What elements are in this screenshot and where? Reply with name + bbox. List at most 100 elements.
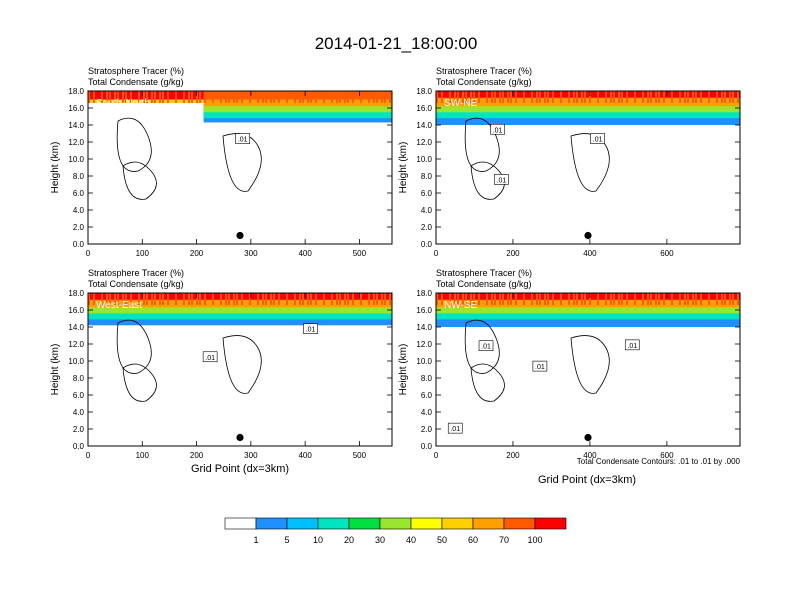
tracer-streak (376, 293, 378, 305)
y-tick-label: 10.0 (68, 155, 84, 164)
tracer-streak (626, 91, 628, 103)
tracer-streak (658, 293, 660, 305)
contour-line (122, 161, 157, 200)
tracer-streak (671, 293, 673, 305)
tracer-streak (310, 293, 312, 305)
tracer-streak (589, 91, 591, 103)
tracer-streak (573, 293, 575, 305)
tracer-streak (708, 91, 710, 103)
tracer-streak (650, 293, 652, 305)
colorbar-swatch (379, 517, 412, 530)
tracer-streak (117, 293, 119, 305)
tracer-streak (273, 91, 275, 103)
contour-label-box (490, 123, 505, 135)
plot-frame (87, 90, 393, 245)
contour-label-box (532, 360, 548, 372)
tracer-streak (175, 293, 177, 305)
plot-area: .01 .01 (88, 293, 392, 402)
tracer-streak (499, 91, 501, 103)
tracer-streak (510, 293, 512, 305)
tracer-streak (101, 91, 103, 103)
tracer-streak (368, 293, 370, 305)
tracer-streak (233, 91, 235, 103)
x-tick-label: 300 (244, 249, 258, 258)
tracer-streak (307, 91, 309, 103)
contour-line (470, 161, 505, 200)
location-marker (236, 433, 244, 442)
tracer-streak (663, 293, 665, 305)
tracer-streak (196, 293, 198, 305)
y-tick-label: 14.0 (68, 121, 84, 130)
y-tick-label: 0.0 (421, 442, 433, 451)
tracer-streak (204, 91, 206, 103)
tracer-streak (262, 91, 264, 103)
tracer-streak (695, 293, 697, 305)
tracer-streak (597, 293, 599, 305)
tracer-streak (199, 293, 201, 305)
tracer-streak (93, 91, 95, 103)
plot-frame (435, 292, 741, 447)
panel-header-condensate: Total Condensate (g/kg) (88, 279, 184, 289)
tracer-streak (610, 293, 612, 305)
colorbar-swatch (410, 517, 443, 530)
tracer-streak (581, 293, 583, 305)
tracer-streak (310, 91, 312, 103)
tracer-streak (294, 293, 296, 305)
tracer-streak (724, 293, 726, 305)
tracer-streak (167, 293, 169, 305)
tracer-streak (188, 91, 190, 103)
tracer-streak (732, 293, 734, 305)
tracer-streak (286, 293, 288, 305)
tracer-streak (146, 293, 148, 305)
tracer-streak (544, 91, 546, 103)
contour-line (122, 363, 157, 402)
tracer-streak (302, 293, 304, 305)
y-axis-label: Height (km) (398, 344, 409, 396)
x-tick-label: 0 (434, 451, 439, 460)
contour-label: .01 (481, 344, 491, 351)
tracer-streak (299, 293, 301, 305)
y-tick-label: 2.0 (421, 425, 433, 434)
tracer-streak (491, 293, 493, 305)
x-tick-label: 100 (136, 451, 150, 460)
x-tick-label: 0 (86, 451, 91, 460)
tracer-streak (228, 91, 230, 103)
tracer-streak (188, 293, 190, 305)
tracer-streak (441, 293, 443, 305)
y-tick-label: 2.0 (73, 425, 85, 434)
x-tick-label: 400 (583, 451, 597, 460)
tracer-streak (655, 293, 657, 305)
tracer-streak (647, 91, 649, 103)
colorbar-label: 40 (406, 535, 416, 545)
tracer-band (436, 91, 740, 98)
tracer-streak (502, 293, 504, 305)
plot-area: .01 (88, 91, 392, 200)
contour-label: .01 (593, 137, 603, 144)
tracer-streak (376, 91, 378, 103)
plot-area: .01 .01 .01 (436, 91, 740, 200)
tracer-streak (473, 91, 475, 103)
tracer-streak (486, 293, 488, 305)
tracer-streak (241, 91, 243, 103)
tracer-streak (162, 293, 164, 305)
colorbar-label: 20 (344, 535, 354, 545)
tracer-streak (589, 293, 591, 305)
contour-label-box (202, 351, 218, 363)
tracer-streak (204, 293, 206, 305)
contour-note: Total Condensate Contours: .01 to .01 by… (577, 457, 741, 466)
tracer-streak (457, 293, 459, 305)
x-tick-label: 200 (506, 451, 520, 460)
tracer-streak (331, 293, 333, 305)
tracer-streak (454, 293, 456, 305)
tracer-streak (347, 293, 349, 305)
panel-header-tracer: Stratosphere Tracer (%) (436, 268, 532, 278)
tracer-streak (610, 91, 612, 103)
y-tick-label: 18.0 (68, 289, 84, 298)
tracer-streak (278, 91, 280, 103)
tracer-streak (478, 293, 480, 305)
panel-header-tracer: Stratosphere Tracer (%) (88, 66, 184, 76)
tracer-streak (724, 91, 726, 103)
y-tick-label: 4.0 (421, 408, 433, 417)
contour-line (464, 319, 500, 374)
y-tick-label: 16.0 (68, 104, 84, 113)
